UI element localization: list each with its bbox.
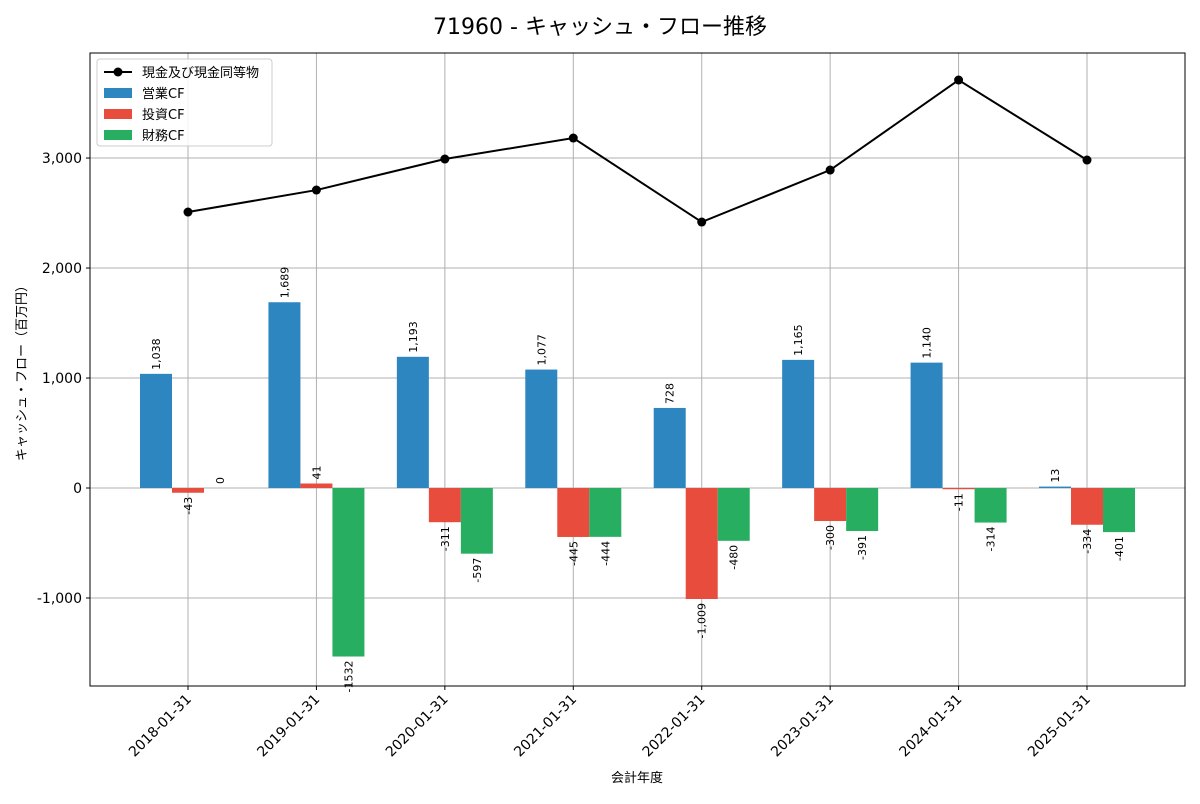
data-label: -445: [567, 541, 580, 566]
legend-swatch: [104, 130, 132, 140]
bar-投資CF: [685, 488, 718, 599]
y-tick-label: 3,000: [42, 151, 82, 167]
bar-財務CF: [589, 488, 622, 537]
bar-投資CF: [557, 488, 590, 537]
bar-財務CF: [1103, 488, 1136, 533]
bar-投資CF: [428, 488, 461, 523]
y-tick-label: -1,000: [37, 591, 82, 607]
legend-marker-icon: [113, 67, 123, 77]
data-label: 1,165: [792, 324, 805, 356]
data-label: -391: [856, 535, 869, 560]
plot-frame: [89, 52, 1186, 687]
x-tick-label: 2023-01-31: [768, 692, 837, 761]
legend-label: 現金及び現金同等物: [142, 65, 259, 81]
legend-swatch: [104, 109, 132, 119]
bar-営業CF: [268, 302, 301, 489]
x-tick-label: 2021-01-31: [511, 692, 580, 761]
x-tick-label: 2019-01-31: [254, 692, 323, 761]
cash-point: [440, 154, 450, 164]
x-tick-label: 2020-01-31: [383, 692, 452, 761]
data-label: -480: [728, 545, 741, 570]
bar-営業CF: [1039, 486, 1072, 489]
data-label: 1,193: [407, 321, 420, 353]
bar-投資CF: [1071, 488, 1104, 525]
legend-box: [96, 58, 273, 147]
data-label: -300: [824, 525, 837, 550]
x-tick-label: 2018-01-31: [126, 692, 195, 761]
bar-投資CF: [172, 488, 204, 493]
data-label: -1532: [342, 661, 355, 693]
legend-label: 営業CF: [142, 86, 185, 102]
x-tick-label: 2022-01-31: [640, 692, 709, 761]
chart-title: 71960 - キャッシュ・フロー推移: [433, 15, 767, 40]
bar-営業CF: [782, 359, 815, 489]
y-axis-label: キャッシュ・フロー（百万円）: [15, 279, 30, 461]
bar-財務CF: [974, 488, 1007, 523]
x-tick-label: 2025-01-31: [1025, 692, 1094, 761]
data-label: -334: [1081, 529, 1094, 554]
bar-営業CF: [910, 362, 943, 489]
data-label: -11: [953, 493, 966, 511]
cash-point: [568, 133, 578, 143]
data-label: 41: [310, 466, 323, 480]
cash-point: [183, 207, 193, 217]
data-label: 1,689: [278, 267, 291, 299]
y-tick-label: 0: [73, 481, 82, 497]
data-label: 13: [1049, 469, 1062, 483]
data-label: 1,077: [535, 334, 548, 366]
bar-営業CF: [140, 373, 172, 489]
bar-投資CF: [814, 488, 847, 522]
legend-label: 投資CF: [142, 107, 185, 123]
data-label: 728: [664, 383, 677, 404]
bar-財務CF: [332, 488, 365, 657]
data-label: 0: [214, 477, 227, 484]
bar-投資CF: [942, 488, 975, 490]
data-label: -43: [182, 497, 195, 515]
data-label: 1,038: [150, 338, 163, 370]
x-tick-label: 2024-01-31: [897, 692, 966, 761]
bar-財務CF: [460, 488, 493, 554]
bar-財務CF: [717, 488, 750, 541]
bar-営業CF: [525, 369, 558, 489]
x-axis-label: 会計年度: [611, 770, 663, 786]
bar-営業CF: [653, 407, 686, 489]
cash-point: [311, 185, 321, 195]
cash-point: [825, 165, 835, 175]
bar-営業CF: [396, 356, 429, 489]
cash-line: [187, 78, 1088, 224]
data-label: 1,140: [921, 327, 934, 359]
legend-label: 財務CF: [142, 129, 185, 144]
y-tick-label: 2,000: [42, 261, 82, 277]
data-label: -311: [439, 526, 452, 551]
data-label: -597: [471, 558, 484, 583]
data-label: -314: [985, 527, 998, 552]
data-label: -444: [599, 541, 612, 566]
bar-投資CF: [300, 483, 333, 489]
cash-point: [1082, 155, 1092, 165]
legend-swatch: [104, 88, 132, 98]
y-tick-label: 1,000: [42, 371, 82, 387]
data-label: -1,009: [696, 603, 709, 638]
cash-point: [954, 75, 964, 85]
bar-財務CF: [846, 488, 879, 532]
cash-point: [697, 217, 707, 227]
data-label: -401: [1113, 536, 1126, 561]
